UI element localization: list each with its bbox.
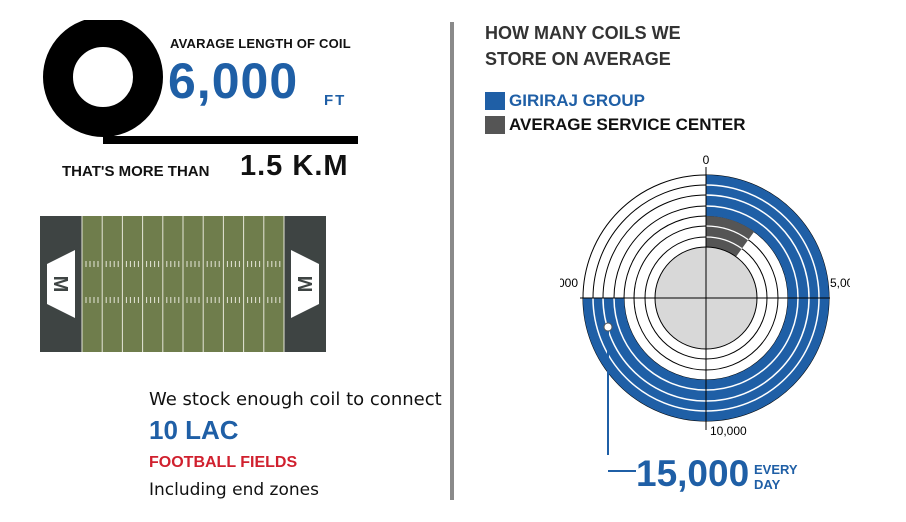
divider bbox=[450, 22, 454, 500]
callout-dot bbox=[604, 323, 612, 331]
stock-fields: FOOTBALL FIELDS bbox=[149, 454, 297, 472]
callout-line-horizontal bbox=[608, 470, 636, 472]
stock-line-1: We stock enough coil to connect bbox=[149, 389, 442, 410]
tick-top: 0 bbox=[703, 155, 710, 167]
radial-chart: 0 5,000 10,000 15,000 bbox=[560, 155, 850, 455]
legend-swatch-giriraj bbox=[485, 92, 505, 110]
coil-value: 6,000 bbox=[168, 56, 298, 106]
chart-title: HOW MANY COILS WE STORE ON AVERAGE bbox=[485, 20, 745, 72]
callout-unit-every: EVERY bbox=[754, 462, 798, 477]
coil-label: AVARAGE LENGTH OF COIL bbox=[170, 36, 351, 51]
legend-item-giriraj: GIRIRAJ GROUP bbox=[485, 90, 745, 112]
right-end-letter: M bbox=[295, 276, 317, 293]
callout-unit: EVERY DAY bbox=[754, 462, 798, 492]
legend-swatch-average bbox=[485, 116, 505, 134]
legend-item-average: AVERAGE SERVICE CENTER bbox=[485, 114, 745, 136]
tick-left: 15,000 bbox=[560, 276, 578, 290]
stock-count: 10 LAC bbox=[149, 415, 239, 446]
legend-label-giriraj: GIRIRAJ GROUP bbox=[509, 91, 645, 111]
football-field: M M bbox=[40, 216, 326, 352]
left-end-letter: M bbox=[49, 276, 71, 293]
callout-unit-day: DAY bbox=[754, 477, 798, 492]
more-than-value: 1.5 K.M bbox=[240, 150, 349, 183]
legend: GIRIRAJ GROUP AVERAGE SERVICE CENTER bbox=[485, 90, 745, 136]
coil-unit: FT bbox=[324, 92, 346, 109]
coil-tail bbox=[103, 136, 358, 144]
more-than-text: THAT'S MORE THAN bbox=[62, 163, 209, 180]
stock-line-4: Including end zones bbox=[149, 480, 319, 500]
tick-right: 5,000 bbox=[830, 276, 850, 290]
coil-ring bbox=[58, 32, 148, 122]
tick-bottom: 10,000 bbox=[710, 424, 747, 438]
callout-value: 15,000 bbox=[636, 455, 749, 492]
legend-label-average: AVERAGE SERVICE CENTER bbox=[509, 115, 745, 135]
